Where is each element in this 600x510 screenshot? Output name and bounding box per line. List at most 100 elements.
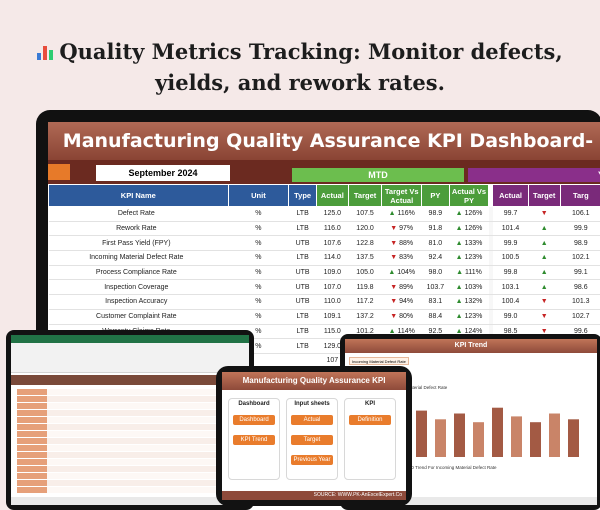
trend-bar [435, 419, 446, 457]
target-vs-actual-cell: ▲ 104% [382, 265, 422, 280]
avp-value: 126% [464, 225, 482, 232]
avp-value: 123% [464, 313, 482, 320]
arrow-down-icon: ▼ [541, 210, 548, 217]
arrow-up-icon: ▲ [388, 269, 397, 276]
sheet-row [17, 438, 243, 444]
nav-group-head: KPI [345, 401, 395, 407]
ytd-indicator-cell: ▼ [528, 295, 560, 310]
type-cell: UTB [289, 265, 317, 280]
nav-button[interactable]: Previous Year [291, 455, 333, 465]
arrow-down-icon: ▼ [390, 284, 399, 291]
kpi-select[interactable]: Incoming Material Defect Rate [349, 357, 409, 365]
trend-title: KPI Trend [345, 339, 597, 353]
nav-button[interactable]: Definition [349, 415, 391, 425]
month-bar: September 2024 MTD Y [48, 160, 600, 184]
tva-value: 89% [399, 284, 413, 291]
arrow-down-icon: ▼ [390, 313, 399, 320]
nav-button[interactable]: Actual [291, 415, 333, 425]
month-selector[interactable]: September 2024 [96, 165, 230, 181]
nav-group-head: Input sheets [287, 401, 337, 407]
sheet-row [17, 417, 243, 423]
ytd-actual-cell: 100.4 [493, 295, 529, 310]
actual-vs-py-cell: ▲ 126% [449, 207, 489, 222]
avp-value: 123% [464, 254, 482, 261]
ytd-actual-cell: 99.7 [493, 207, 529, 222]
type-cell: LTB [289, 221, 317, 236]
col-target: Target [348, 185, 382, 207]
sheet-row [17, 396, 243, 402]
col-target-vs-actual: Target Vs Actual [382, 185, 422, 207]
ytd-target-cell: 99.1 [560, 265, 600, 280]
ytd-header: Y [468, 168, 600, 182]
avp-value: 111% [465, 269, 482, 276]
navigator-title: Manufacturing Quality Assurance KPI Dash… [222, 372, 406, 390]
col-ytd-actual: Actual [493, 185, 529, 207]
col-actual: Actual [316, 185, 348, 207]
kpi-name-cell: Incoming Material Defect Rate [49, 251, 229, 266]
menu-toggle[interactable] [48, 164, 70, 180]
type-cell: UTB [289, 295, 317, 310]
arrow-up-icon: ▲ [456, 269, 465, 276]
arrow-up-icon: ▲ [541, 225, 548, 232]
actual-cell: 107.6 [316, 236, 348, 251]
py-cell: 91.8 [422, 221, 450, 236]
trend-bar [454, 414, 465, 458]
type-cell: UTB [289, 280, 317, 295]
target-vs-actual-cell: ▼ 80% [382, 309, 422, 324]
sheet-row [17, 466, 243, 472]
unit-cell: % [228, 251, 289, 266]
ytd-indicator-cell: ▲ [528, 236, 560, 251]
arrow-down-icon: ▼ [541, 313, 548, 320]
excel-ribbon [11, 335, 249, 373]
actual-vs-py-cell: ▲ 132% [449, 295, 489, 310]
type-cell: UTB [289, 236, 317, 251]
nav-group: Dashboard Dashboard KPI Trend [228, 398, 280, 480]
unit-cell: % [228, 236, 289, 251]
tva-value: 94% [399, 298, 413, 305]
actual-vs-py-cell: ▲ 126% [449, 221, 489, 236]
type-cell: LTB [289, 339, 317, 354]
unit-cell: % [228, 221, 289, 236]
actual-vs-py-cell: ▲ 123% [449, 309, 489, 324]
sheet-row [17, 431, 243, 437]
avp-value: 132% [464, 298, 482, 305]
sheet-tabs[interactable] [11, 497, 249, 505]
nav-button[interactable]: Target [291, 435, 333, 445]
kpi-name-cell: Process Compliance Rate [49, 265, 229, 280]
arrow-down-icon: ▼ [390, 254, 399, 261]
avp-value: 126% [464, 210, 482, 217]
ytd-indicator-cell: ▲ [528, 265, 560, 280]
nav-group-head: Dashboard [229, 401, 279, 407]
tva-value: 104% [397, 269, 415, 276]
unit-cell: % [228, 309, 289, 324]
target-vs-actual-cell: ▲ 116% [382, 207, 422, 222]
kpi-name-cell: First Pass Yield (FPY) [49, 236, 229, 251]
target-vs-actual-cell: ▼ 88% [382, 236, 422, 251]
trend-bar [568, 419, 579, 457]
actual-cell: 107.0 [316, 280, 348, 295]
sheet-row [17, 403, 243, 409]
avp-value: 103% [464, 284, 482, 291]
bar-chart-icon [37, 45, 53, 60]
nav-button[interactable]: Dashboard [233, 415, 275, 425]
ytd-actual-cell: 99.8 [493, 265, 529, 280]
kpi-name-cell: Defect Rate [49, 207, 229, 222]
actual-cell: 114.0 [316, 251, 348, 266]
ytd-indicator-cell: ▼ [528, 207, 560, 222]
navigator-screen: Manufacturing Quality Assurance KPI Dash… [222, 372, 406, 500]
target-vs-actual-cell: ▼ 83% [382, 251, 422, 266]
target-cell: 107.5 [348, 207, 382, 222]
ytd-target-cell: 102.7 [560, 309, 600, 324]
actual-cell: 125.0 [316, 207, 348, 222]
navigator-footer: SOURCE: WWW.PK-AnExcelExpert.Co [222, 491, 406, 500]
arrow-down-icon: ▼ [390, 225, 399, 232]
kpi-name-cell: Inspection Coverage [49, 280, 229, 295]
tva-value: 116% [397, 210, 414, 217]
excel-screen [11, 335, 249, 505]
py-cell: 83.1 [422, 295, 450, 310]
target-cell: 119.8 [348, 280, 382, 295]
sheet-row [17, 452, 243, 458]
actual-vs-py-cell: ▲ 111% [449, 265, 489, 280]
nav-button[interactable]: KPI Trend [233, 435, 275, 445]
